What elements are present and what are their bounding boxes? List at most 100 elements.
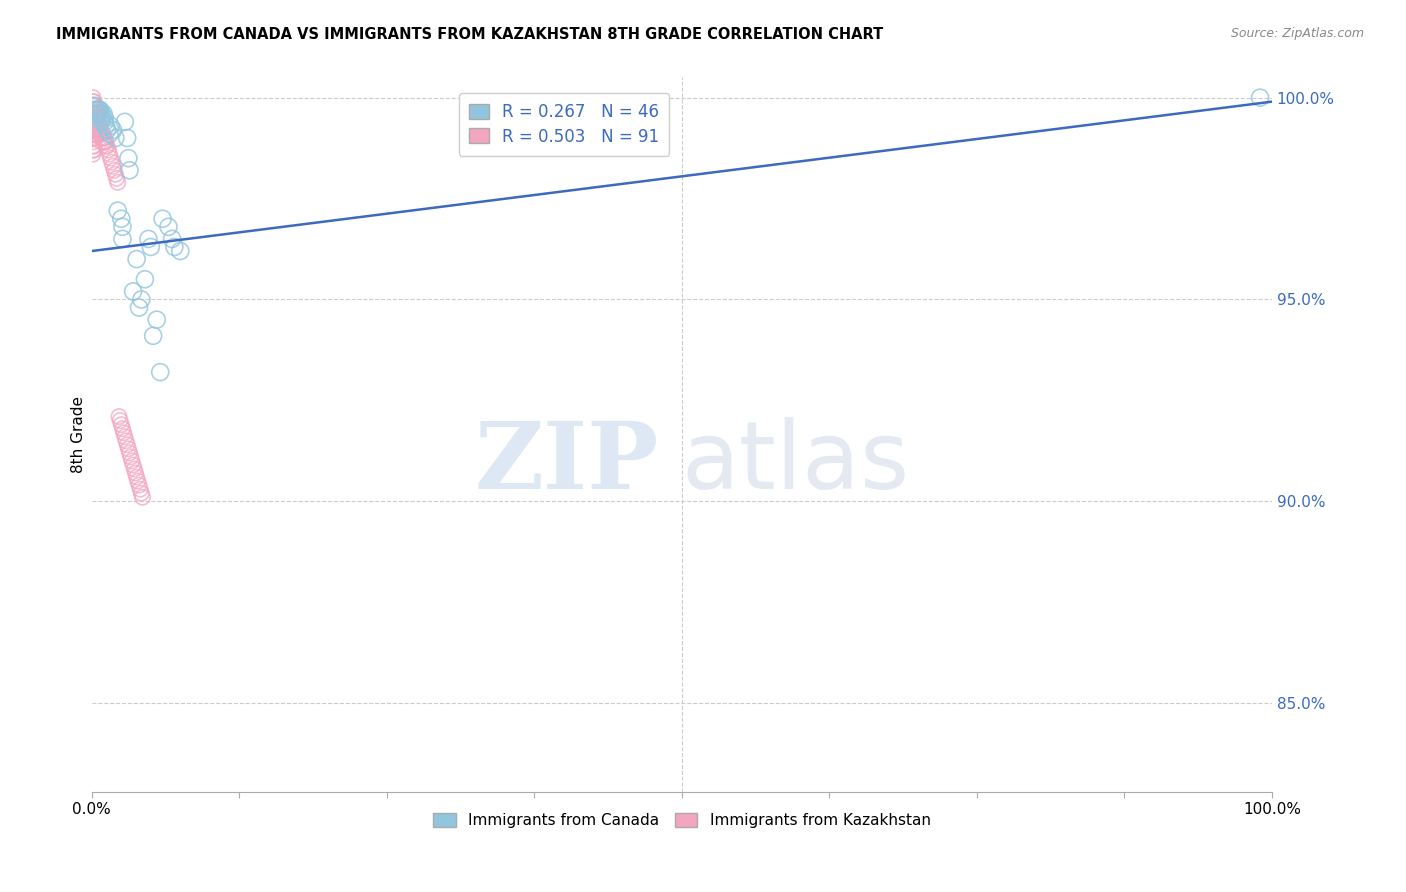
Point [104, 167, 127, 181]
Point [124, 466, 146, 480]
Point [87, 103, 110, 117]
Point [84, 131, 107, 145]
Point [89, 111, 111, 125]
Point [82, 131, 104, 145]
Point [83, 98, 105, 112]
Point [94, 139, 117, 153]
Point [108, 413, 131, 427]
Point [94, 135, 117, 149]
Text: ZIP: ZIP [474, 418, 658, 508]
Point [114, 115, 136, 129]
Point [120, 450, 142, 464]
Point [125, 470, 148, 484]
Point [107, 175, 129, 189]
Point [83, 123, 105, 137]
Point [93, 131, 115, 145]
Point [86, 103, 108, 117]
Point [110, 211, 132, 226]
Point [90, 127, 112, 141]
Point [125, 252, 148, 266]
Point [163, 240, 186, 254]
Point [91, 111, 114, 125]
Point [86, 103, 108, 117]
Point [87, 127, 110, 141]
Point [86, 119, 108, 133]
Point [94, 135, 117, 149]
Point [82, 147, 104, 161]
Point [89, 123, 111, 137]
Point [105, 171, 128, 186]
Point [1249, 90, 1271, 104]
Point [91, 131, 114, 145]
Point [83, 139, 105, 153]
Point [83, 103, 105, 117]
Point [82, 139, 104, 153]
Point [122, 285, 145, 299]
Point [94, 111, 117, 125]
Point [145, 312, 167, 326]
Point [83, 111, 105, 125]
Point [101, 123, 124, 137]
Point [82, 143, 104, 157]
Point [114, 430, 136, 444]
Point [160, 232, 183, 246]
Point [115, 434, 138, 448]
Point [87, 123, 110, 137]
Point [111, 232, 134, 246]
Point [131, 486, 153, 500]
Point [89, 103, 111, 117]
Point [84, 123, 107, 137]
Point [139, 240, 162, 254]
Point [86, 111, 108, 125]
Point [82, 98, 104, 112]
Point [111, 422, 134, 436]
Point [115, 438, 138, 452]
Point [117, 151, 139, 165]
Point [87, 119, 110, 133]
Point [90, 115, 112, 129]
Point [84, 111, 107, 125]
Point [122, 458, 145, 472]
Point [111, 219, 134, 234]
Point [96, 123, 118, 137]
Point [86, 115, 108, 129]
Point [93, 135, 115, 149]
Point [101, 159, 124, 173]
Point [83, 98, 105, 112]
Point [149, 365, 172, 379]
Point [117, 442, 139, 456]
Point [83, 107, 105, 121]
Point [83, 143, 105, 157]
Point [82, 95, 104, 109]
Point [84, 115, 107, 129]
Point [86, 123, 108, 137]
Point [86, 107, 108, 121]
Point [124, 462, 146, 476]
Point [157, 219, 180, 234]
Point [82, 119, 104, 133]
Point [86, 119, 108, 133]
Point [86, 107, 108, 121]
Legend: Immigrants from Canada, Immigrants from Kazakhstan: Immigrants from Canada, Immigrants from … [427, 807, 936, 834]
Point [134, 272, 156, 286]
Text: atlas: atlas [682, 417, 910, 509]
Point [82, 111, 104, 125]
Point [94, 131, 117, 145]
Y-axis label: 8th Grade: 8th Grade [72, 396, 86, 473]
Point [121, 454, 143, 468]
Point [129, 482, 152, 496]
Point [112, 425, 135, 440]
Point [87, 107, 110, 121]
Point [169, 244, 191, 258]
Point [83, 127, 105, 141]
Point [115, 131, 138, 145]
Point [98, 147, 121, 161]
Point [83, 95, 105, 109]
Point [89, 127, 111, 141]
Point [103, 163, 125, 178]
Point [108, 409, 131, 424]
Point [82, 115, 104, 129]
Point [131, 293, 153, 307]
Point [128, 301, 150, 315]
Point [107, 203, 129, 218]
